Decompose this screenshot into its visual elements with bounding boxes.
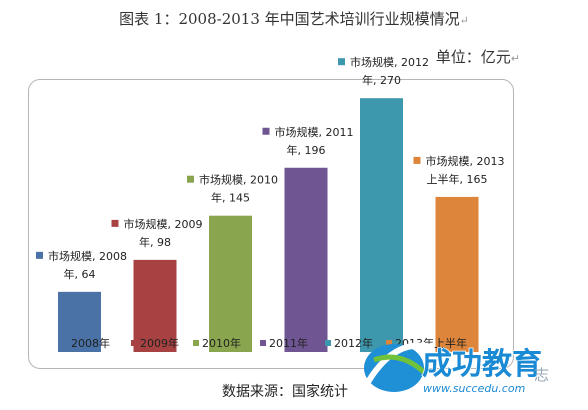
data-label: 市场规模, 2008 <box>48 249 127 263</box>
logo-trailing-char: 志 <box>534 366 549 384</box>
data-label: 市场规模, 2013 <box>426 154 505 168</box>
data-label-marker <box>111 219 119 227</box>
bar-2009年 <box>133 259 177 352</box>
data-label-marker <box>187 175 194 183</box>
data-label: 市场规模, 2012 <box>350 55 429 69</box>
data-label-marker <box>36 251 43 259</box>
legend-label: 2009年 <box>140 336 179 350</box>
legend-label: 2011年 <box>269 336 308 350</box>
data-label-marker <box>338 58 345 66</box>
legend-swatch <box>193 340 199 346</box>
legend-swatch <box>325 340 331 346</box>
legend-label: 2010年 <box>202 336 241 350</box>
unit-label: 单位：亿元↵ <box>435 48 520 66</box>
bar-2012年 <box>360 98 403 352</box>
bar-2010年 <box>209 215 252 352</box>
chart-frame <box>28 79 514 369</box>
data-label: 年, 64 <box>64 267 96 281</box>
legend-swatch <box>131 340 137 346</box>
data-label: 市场规模, 2009 <box>124 217 203 231</box>
legend-swatch <box>62 340 68 346</box>
logo-url: www.succedu.com <box>423 382 525 395</box>
data-label: 年, 270 <box>362 73 401 87</box>
data-label-marker <box>262 127 270 135</box>
data-label-marker <box>413 156 421 164</box>
data-label: 年, 98 <box>139 235 171 249</box>
chart-title: 图表 1：2008-2013 年中国艺术培训行业规模情况↵ <box>119 10 469 28</box>
logo-name: 成功教育 <box>422 347 542 382</box>
data-label: 年, 196 <box>287 143 326 157</box>
legend-swatch <box>260 340 266 346</box>
bar-2013年上半年 <box>435 196 479 352</box>
data-label: 年, 145 <box>211 191 250 205</box>
legend-label: 2012年 <box>334 336 373 350</box>
legend-swatch <box>386 340 392 346</box>
bar-2011年 <box>284 167 328 352</box>
data-label: 市场规模, 2010 <box>199 173 278 187</box>
data-label: 上半年, 165 <box>427 172 488 186</box>
legend-label: 2008年 <box>71 336 110 350</box>
data-source-note: 数据来源：国家统计 <box>222 384 348 400</box>
succedu-logo: 成功教育 www.succedu.com 志 <box>364 342 549 395</box>
data-label: 市场规模, 2011 <box>275 125 354 139</box>
